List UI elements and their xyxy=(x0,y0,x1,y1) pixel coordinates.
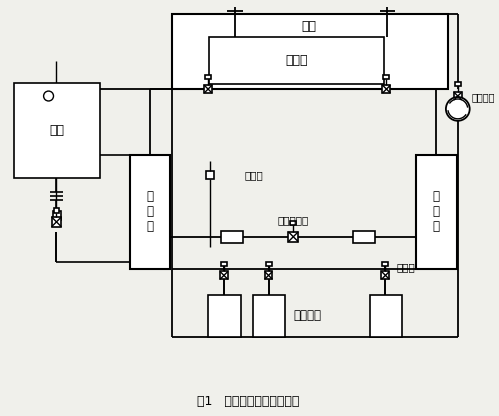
Bar xyxy=(52,211,61,220)
Circle shape xyxy=(446,97,470,121)
Bar xyxy=(288,232,298,242)
Bar xyxy=(130,156,171,270)
Bar xyxy=(206,171,214,179)
Text: 分
水
箱: 分 水 箱 xyxy=(433,191,440,233)
Bar xyxy=(53,208,59,213)
Text: 末端设备: 末端设备 xyxy=(293,309,321,322)
Bar xyxy=(454,92,462,100)
Bar xyxy=(455,82,461,86)
Bar xyxy=(383,262,388,267)
Bar xyxy=(221,262,227,267)
Circle shape xyxy=(43,91,53,101)
Text: 电动阀: 电动阀 xyxy=(396,262,415,272)
Bar xyxy=(51,217,61,227)
Bar xyxy=(265,262,271,267)
Bar xyxy=(173,14,448,89)
Bar xyxy=(353,231,375,243)
Bar xyxy=(14,83,100,178)
Text: 图1   改造前空调冷冻水系统: 图1 改造前空调冷冻水系统 xyxy=(197,395,299,408)
Text: 排气口: 排气口 xyxy=(245,170,263,180)
Bar xyxy=(416,156,457,270)
Bar xyxy=(264,271,272,280)
Text: 压差旁通阀: 压差旁通阀 xyxy=(277,215,309,225)
Bar xyxy=(383,85,390,93)
Bar xyxy=(205,75,211,79)
Bar xyxy=(204,85,212,93)
Bar xyxy=(208,295,241,337)
Text: 蒸发器: 蒸发器 xyxy=(285,54,307,67)
Bar xyxy=(209,37,384,84)
Text: 冷冻水泵: 冷冻水泵 xyxy=(472,92,495,102)
Bar xyxy=(220,271,228,280)
Text: 水箱: 水箱 xyxy=(49,124,64,137)
Bar xyxy=(221,231,243,243)
Text: 主机: 主机 xyxy=(302,20,317,33)
Text: 集
水
箱: 集 水 箱 xyxy=(146,191,153,233)
Bar xyxy=(370,295,402,337)
Bar xyxy=(290,221,296,225)
Bar xyxy=(252,295,285,337)
Bar xyxy=(382,271,389,280)
Bar xyxy=(383,75,389,79)
